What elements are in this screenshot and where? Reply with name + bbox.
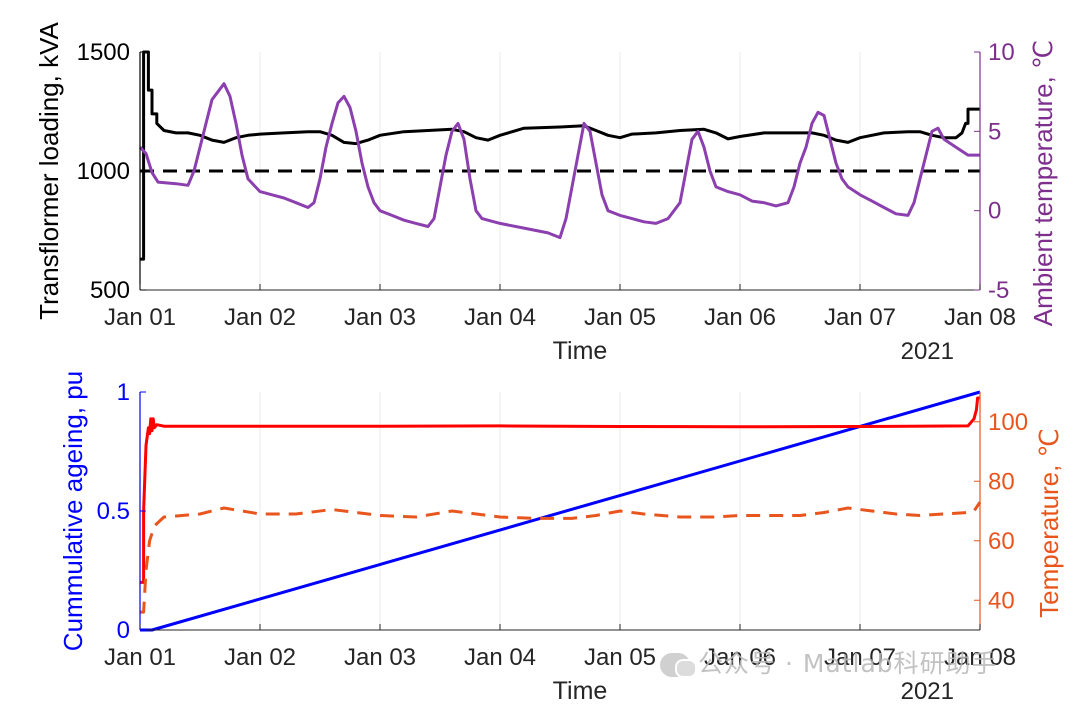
x-tick-label: Jan 07 <box>824 304 896 331</box>
right-tick-label: 0 <box>988 198 1001 225</box>
x-tick-label: Jan 01 <box>104 304 176 331</box>
x-axis-title: Time <box>553 677 608 705</box>
x-tick-label: Jan 05 <box>584 644 656 671</box>
x-tick-label: Jan 04 <box>464 304 536 331</box>
watermark: 公众号 · Matlab科研助手 <box>660 644 998 680</box>
x-tick-label: Jan 03 <box>344 304 416 331</box>
right-tick-label: 5 <box>988 118 1001 145</box>
x-tick-label: Jan 08 <box>944 304 1016 331</box>
x-axis-title: Time <box>553 337 608 365</box>
x-tick-label: Jan 05 <box>584 304 656 331</box>
x-tick-label: Jan 01 <box>104 644 176 671</box>
right-tick-label: 80 <box>988 468 1015 495</box>
left-axis-title: Transflormer loading, kVA <box>34 22 64 320</box>
x-tick-label: Jan 02 <box>224 644 296 671</box>
x-tick-label: Jan 06 <box>704 304 776 331</box>
x-tick-label: Jan 02 <box>224 304 296 331</box>
x-tick-label: Jan 04 <box>464 644 536 671</box>
series-line-2 <box>140 501 982 614</box>
x-tick-label: Jan 08 <box>944 644 1016 671</box>
x-tick-label: Jan 07 <box>824 644 896 671</box>
series-line-0 <box>140 50 980 261</box>
left-tick-label: 1500 <box>77 39 130 66</box>
right-axis-title: Ambient temperature, ℃ <box>1028 40 1058 326</box>
x-tick-label: Jan 03 <box>344 644 416 671</box>
x-axis-year: 2021 <box>901 678 954 705</box>
left-tick-label: 0.5 <box>97 498 130 525</box>
left-tick-label: 1000 <box>77 158 130 185</box>
series-line-1 <box>140 396 980 584</box>
watermark-text: 公众号 · Matlab科研助手 <box>698 649 998 678</box>
right-tick-label: -5 <box>988 277 1009 304</box>
left-tick-label: 0 <box>117 617 130 644</box>
wechat-icon <box>660 653 697 678</box>
right-tick-label: 100 <box>988 409 1028 436</box>
x-tick-label: Jan 06 <box>704 644 776 671</box>
right-tick-label: 10 <box>988 39 1015 66</box>
series-line-2 <box>138 82 980 240</box>
left-tick-label: 1 <box>117 379 130 406</box>
right-tick-label: 40 <box>988 587 1015 614</box>
left-tick-label: 500 <box>90 277 130 304</box>
right-axis-title: Temperature, ℃ <box>1034 428 1064 618</box>
right-tick-label: 60 <box>988 528 1015 555</box>
left-axis-title: Cummulative ageing, pu <box>58 371 88 651</box>
x-axis-year: 2021 <box>901 338 954 365</box>
